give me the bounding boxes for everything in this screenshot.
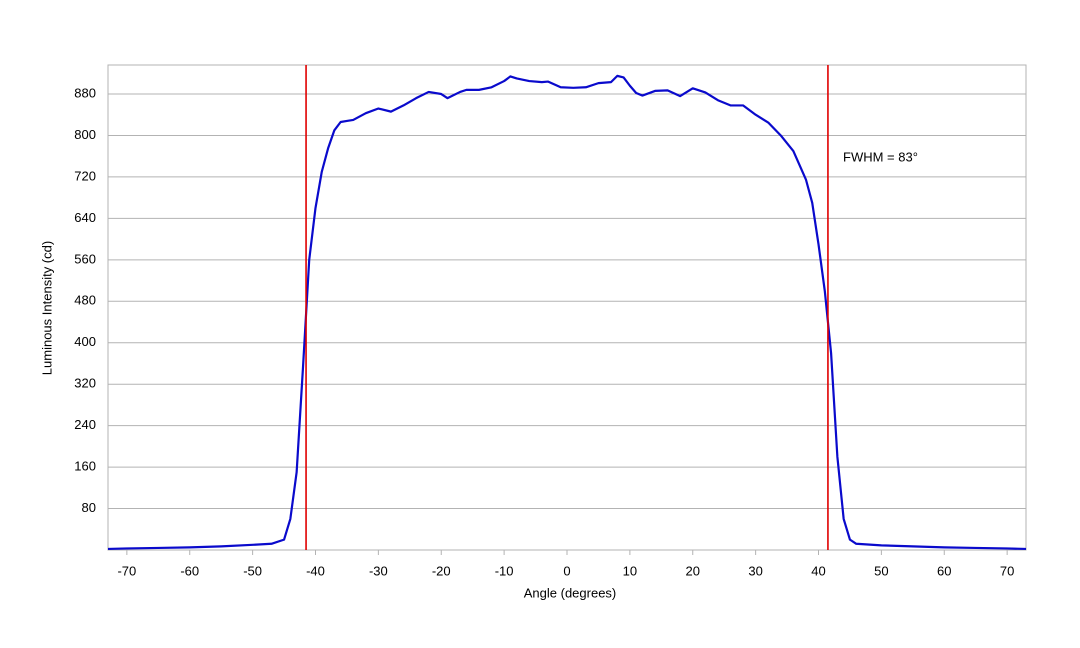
x-tick-label: -70 <box>117 563 136 578</box>
x-tick-label: -30 <box>369 563 388 578</box>
x-axis-title: Angle (degrees) <box>524 585 617 600</box>
x-tick-label: 30 <box>748 563 762 578</box>
y-tick-label: 560 <box>74 251 96 266</box>
data-line <box>107 74 1027 551</box>
y-tick-label: 800 <box>74 127 96 142</box>
x-tick-label: -20 <box>432 563 451 578</box>
x-tick-label: 60 <box>937 563 951 578</box>
plot-frame <box>107 64 1027 551</box>
x-tick-label: -40 <box>306 563 325 578</box>
x-tick-label: 10 <box>623 563 637 578</box>
y-tick-label: 160 <box>74 459 96 474</box>
y-tick-label: 80 <box>82 500 96 515</box>
y-tick-label: 720 <box>74 168 96 183</box>
y-axis-title: Luminous Intensity (cd) <box>39 241 54 375</box>
y-tick-label: 640 <box>74 210 96 225</box>
x-tick-label: -50 <box>243 563 262 578</box>
y-tick-label: 320 <box>74 376 96 391</box>
y-tick-label: 400 <box>74 334 96 349</box>
annotation: FWHM = 83° <box>843 149 918 164</box>
x-tick-label: 0 <box>563 563 570 578</box>
x-tick-label: -60 <box>180 563 199 578</box>
x-tick-label: 50 <box>874 563 888 578</box>
x-tick-label: 40 <box>811 563 825 578</box>
y-tick-label: 480 <box>74 293 96 308</box>
y-tick-label: 240 <box>74 417 96 432</box>
x-tick-label: 20 <box>686 563 700 578</box>
x-tick-label: 70 <box>1000 563 1014 578</box>
y-tick-label: 880 <box>74 85 96 100</box>
x-tick-label: -10 <box>495 563 514 578</box>
